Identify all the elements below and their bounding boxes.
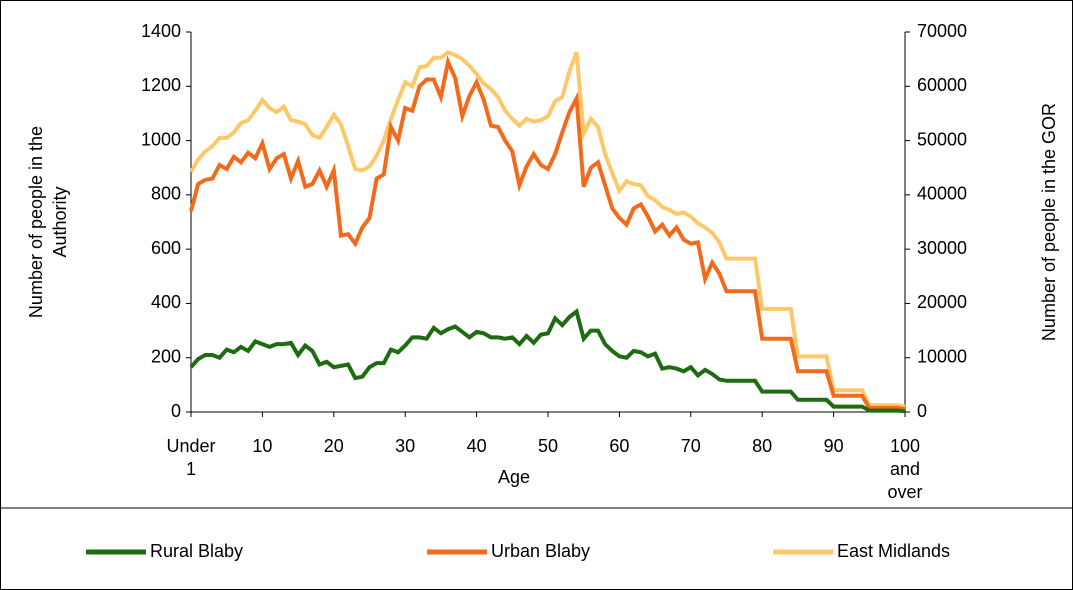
legend-label: East Midlands (837, 541, 950, 561)
y2-tick-label: 20000 (917, 292, 967, 312)
x-tick-label: 90 (824, 436, 844, 456)
y2-tick-label: 30000 (917, 238, 967, 258)
y-axis-title: Number of people in the Authority (26, 126, 70, 318)
x-tick-label: 60 (609, 436, 629, 456)
legend-label: Rural Blaby (150, 541, 243, 561)
y2-tick-label: 40000 (917, 184, 967, 204)
y-tick-label: 600 (151, 238, 181, 258)
series-line (189, 50, 906, 409)
series-line (189, 55, 906, 412)
series-line (189, 308, 906, 414)
x-tick-label: 10 (252, 436, 272, 456)
x-axis-title: Age (498, 467, 530, 487)
y2-axis-title: Number of people in the GOR (1039, 103, 1059, 341)
y-tick-label: 400 (151, 292, 181, 312)
y-tick-label: 800 (151, 184, 181, 204)
x-tick-label: 20 (324, 436, 344, 456)
y2-tick-label: 10000 (917, 346, 967, 366)
x-tick-label: Under 1 (166, 436, 215, 479)
y-tick-label: 1200 (141, 75, 181, 95)
y-tick-label: 200 (151, 346, 181, 366)
y2-tick-label: 0 (917, 401, 927, 421)
y-tick-label: 1000 (141, 129, 181, 149)
x-tick-label: 30 (395, 436, 415, 456)
y2-tick-label: 70000 (917, 21, 967, 41)
x-tick-label: 80 (752, 436, 772, 456)
y2-tick-label: 50000 (917, 129, 967, 149)
y-tick-label: 1400 (141, 21, 181, 41)
legend-label: Urban Blaby (491, 541, 590, 561)
y-tick-label: 0 (171, 401, 181, 421)
x-tick-label: 70 (681, 436, 701, 456)
x-tick-label: 50 (538, 436, 558, 456)
x-tick-label: 40 (467, 436, 487, 456)
x-tick-label: 100 and over (887, 436, 922, 502)
y2-tick-label: 60000 (917, 75, 967, 95)
